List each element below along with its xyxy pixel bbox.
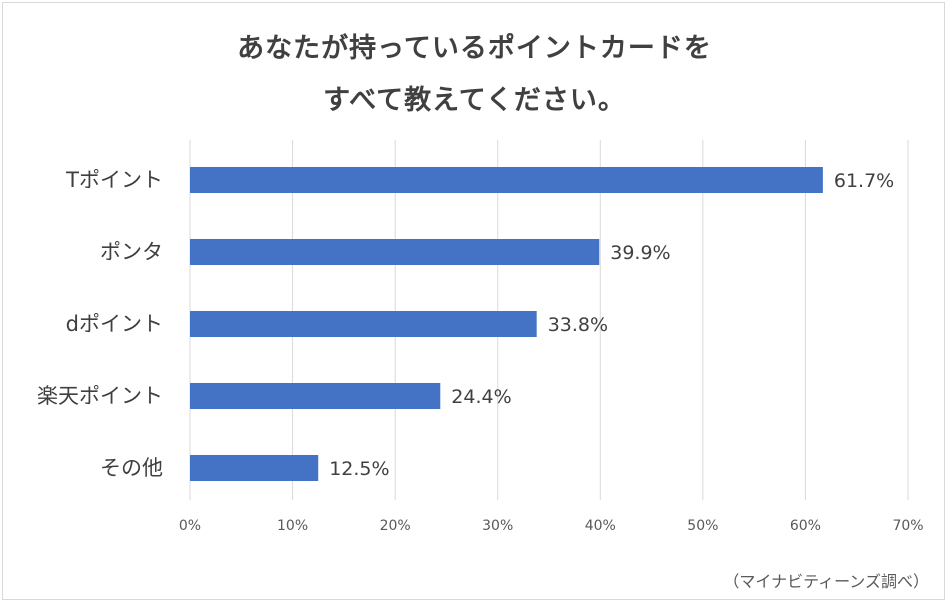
category-label: dポイント: [66, 312, 163, 336]
value-labels: 61.7% 39.9% 33.8% 24.4% 12.5%: [329, 170, 894, 480]
x-tick-label: 20%: [380, 518, 411, 534]
bar: [190, 455, 319, 481]
category-label: 楽天ポイント: [37, 384, 163, 408]
value-label: 24.4%: [451, 386, 511, 408]
category-label: Tポイント: [65, 168, 163, 192]
value-label: 39.9%: [610, 242, 670, 264]
x-tick-label: 70%: [892, 518, 923, 534]
chart-title-line-2: すべて教えてください。: [323, 85, 626, 116]
x-tick-label: 60%: [790, 518, 821, 534]
x-axis-tick-labels: 0% 10% 20% 30% 40% 50% 60% 70%: [179, 518, 924, 534]
value-label: 12.5%: [329, 458, 389, 480]
x-tick-label: 50%: [687, 518, 718, 534]
bar: [190, 167, 823, 193]
x-tick-label: 30%: [482, 518, 513, 534]
source-note: （マイナビティーンズ調べ）: [723, 572, 929, 591]
category-label: ポンタ: [100, 240, 163, 264]
bar: [190, 383, 441, 409]
bar: [190, 239, 600, 265]
value-label: 33.8%: [548, 314, 608, 336]
chart-title-line-1: あなたが持っているポイントカードを: [237, 33, 712, 64]
x-tick-label: 10%: [277, 518, 308, 534]
x-tick-label: 40%: [585, 518, 616, 534]
value-label: 61.7%: [834, 170, 894, 192]
category-label: その他: [100, 456, 163, 480]
x-tick-label: 0%: [179, 518, 201, 534]
bars: [190, 167, 823, 481]
bar: [190, 311, 537, 337]
